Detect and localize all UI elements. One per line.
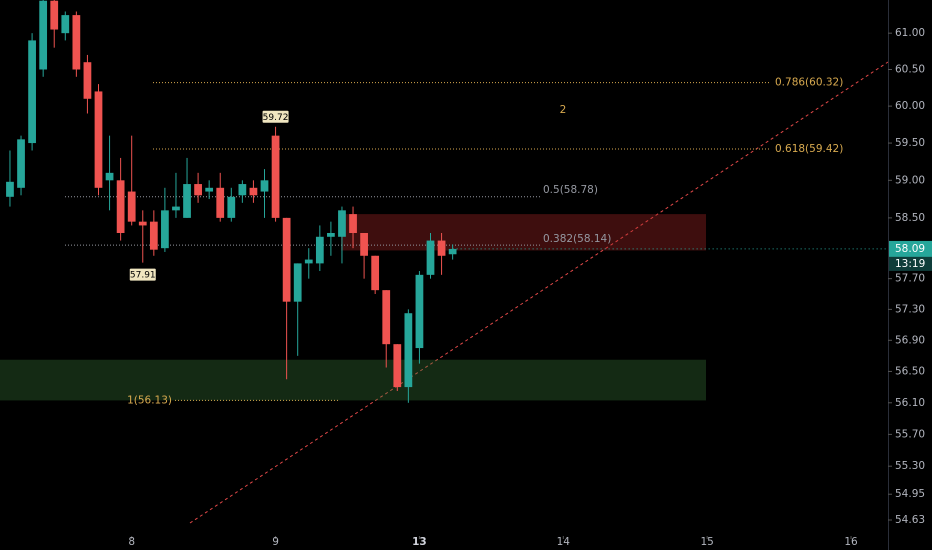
candle-body — [83, 62, 92, 99]
fib-label: 0.382(58.14) — [543, 233, 611, 245]
candle-body — [94, 91, 103, 188]
candle-body — [426, 240, 435, 275]
last-price-label: 58.09 — [895, 243, 925, 255]
candle-body — [172, 206, 180, 211]
fib-label: 0.618(59.42) — [775, 143, 843, 155]
candle-body — [205, 187, 214, 192]
candle-body — [304, 259, 313, 264]
candle-body — [238, 184, 247, 196]
candle-body — [360, 232, 368, 256]
candle-body — [116, 180, 125, 233]
y-tick-label: 59.00 — [895, 174, 925, 186]
candle-body — [17, 139, 25, 188]
candle-body — [149, 221, 158, 250]
y-tick-label: 60.50 — [895, 63, 925, 75]
candle-body — [194, 184, 202, 196]
y-tick-label: 57.70 — [895, 273, 925, 285]
candle-body — [72, 15, 81, 70]
y-tick-label: 57.30 — [895, 303, 925, 315]
candle-body — [105, 172, 114, 181]
fib-label: 0.786(60.32) — [775, 77, 843, 89]
candle-body — [371, 255, 380, 291]
y-tick-label: 61.00 — [895, 27, 925, 39]
x-tick-label: 14 — [557, 536, 571, 548]
price-tag-bg — [262, 110, 289, 123]
y-tick-label: 54.95 — [895, 488, 925, 500]
countdown-bg — [889, 256, 932, 271]
x-tick-label: 9 — [272, 536, 279, 548]
candle-body — [327, 232, 335, 237]
price-axis-bg — [888, 0, 932, 550]
y-tick-label: 54.63 — [895, 514, 925, 526]
zone — [341, 214, 706, 251]
zone — [0, 359, 706, 401]
candle-body — [382, 290, 391, 345]
countdown: 13:19 — [895, 258, 925, 270]
fib-note: 2 — [560, 104, 567, 116]
last-price-bg — [889, 240, 932, 257]
price-tag: 59.72 — [263, 113, 289, 123]
price-tag-bg — [129, 268, 156, 281]
fib-label: 1(56.13) — [127, 394, 172, 406]
candle-body — [415, 274, 424, 349]
candle-body — [271, 135, 280, 218]
y-tick-label: 58.50 — [895, 212, 925, 224]
x-tick-label: 13 — [412, 536, 427, 548]
trend-line — [189, 61, 889, 524]
candle-body — [216, 187, 225, 218]
y-tick-label: 56.50 — [895, 365, 925, 377]
y-tick-label: 55.30 — [895, 460, 925, 472]
price-tag: 57.91 — [130, 271, 156, 281]
candle-body — [227, 196, 236, 218]
candle-body — [448, 248, 457, 255]
x-tick-label: 8 — [128, 536, 135, 548]
x-tick-label: 15 — [700, 536, 713, 548]
candle-body — [260, 180, 269, 192]
candle-body — [6, 181, 14, 197]
candle-body — [249, 187, 258, 196]
y-tick-label: 56.10 — [895, 397, 925, 409]
candle-body — [50, 0, 59, 30]
candle-body — [138, 221, 147, 226]
y-tick-label: 59.50 — [895, 137, 925, 149]
candle-body — [338, 210, 346, 237]
candle-body — [127, 191, 136, 222]
candle-body — [61, 15, 70, 34]
fib-label: 0.5(58.78) — [543, 184, 598, 196]
candle-body — [349, 214, 357, 233]
candle-body — [437, 240, 446, 256]
candle-body — [28, 40, 36, 144]
candle-body — [404, 313, 413, 388]
candle-body — [315, 236, 324, 264]
candle-body — [282, 217, 291, 302]
candle-body — [393, 344, 402, 388]
candle-body — [39, 0, 48, 70]
y-tick-label: 60.00 — [895, 100, 925, 112]
candle-body — [183, 184, 191, 218]
candle-body — [161, 210, 169, 249]
y-tick-label: 55.70 — [895, 428, 925, 440]
y-tick-label: 56.90 — [895, 334, 925, 346]
x-tick-label: 16 — [844, 536, 858, 548]
candle-body — [293, 263, 302, 302]
